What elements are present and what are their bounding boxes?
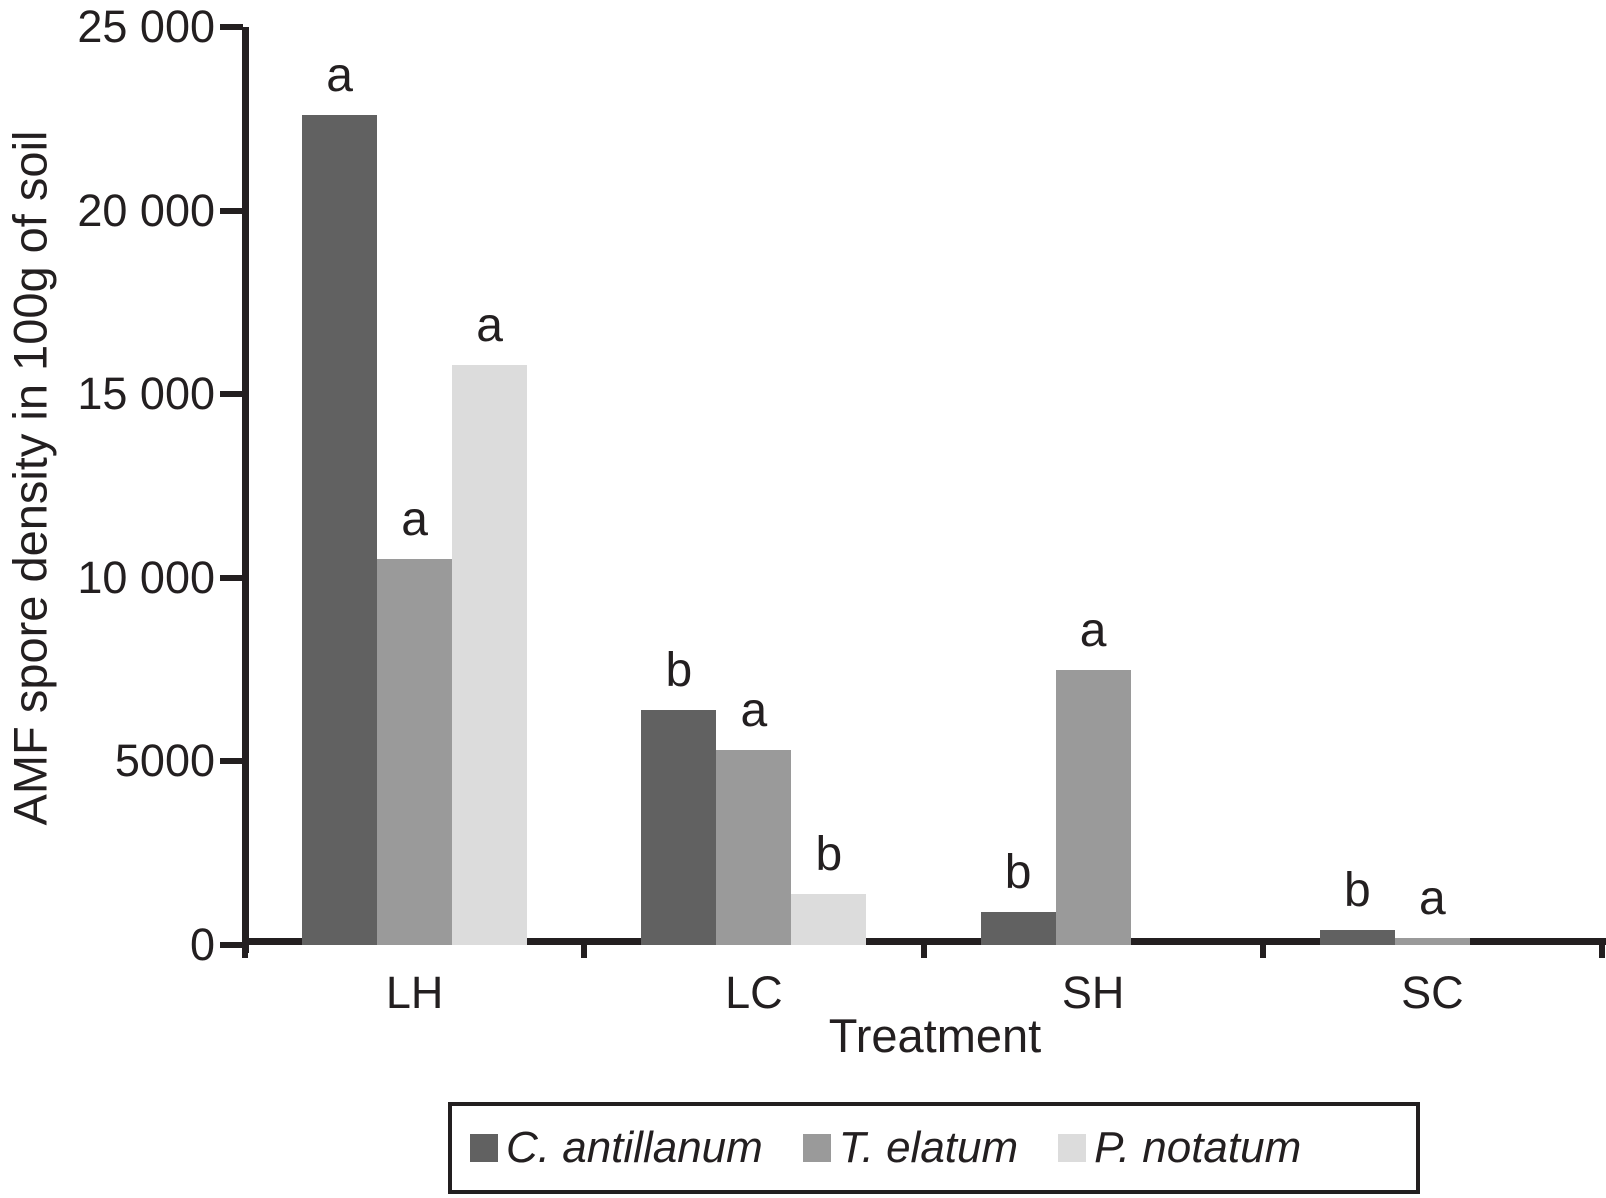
y-tick-mark: [220, 574, 243, 581]
legend-swatch-t-elatum: [802, 1134, 831, 1162]
y-tick-mark: [220, 942, 243, 948]
y-axis-line: [242, 27, 249, 953]
significance-letter: b: [1004, 845, 1032, 899]
y-tick-label: 25 000: [77, 1, 215, 52]
bar-t-elatum-sc: [1394, 937, 1470, 945]
significance-letter: a: [1079, 603, 1107, 657]
significance-letter: b: [665, 643, 693, 697]
y-tick-mark: [220, 391, 243, 398]
y-tick-label: 20 000: [77, 184, 215, 236]
y-tick-mark: [220, 758, 243, 765]
x-tick-mark: [242, 941, 248, 958]
legend-item-t-elatum: T. elatum: [802, 1123, 1019, 1173]
y-tick-label: 10 000: [77, 551, 215, 603]
legend-label-t-elatum: T. elatum: [838, 1123, 1019, 1172]
legend-item-c-antillanum: C. antillanum: [470, 1123, 763, 1173]
y-tick-label: 15 000: [77, 368, 215, 420]
x-tick-label-lc: LC: [725, 967, 783, 1018]
legend: C. antillanum T. elatum P. notatum: [448, 1102, 1420, 1194]
significance-letter: b: [815, 827, 843, 881]
x-tick-mark: [1599, 941, 1605, 958]
legend-swatch-c-antillanum: [470, 1134, 498, 1162]
legend-label-p-notatum: P. notatum: [1094, 1123, 1302, 1172]
y-tick-mark: [220, 24, 243, 30]
x-tick-mark: [920, 941, 927, 958]
y-tick-label: 5000: [114, 735, 215, 787]
significance-letter: a: [401, 493, 428, 547]
x-tick-label-sh: SH: [1061, 967, 1125, 1018]
y-tick-label: 0: [189, 919, 215, 970]
bar-c-antillanum-sh: [980, 911, 1056, 945]
significance-letter: a: [476, 298, 503, 352]
bar-p-notatum-lh: [452, 364, 528, 945]
bar-t-elatum-sh: [1055, 669, 1131, 945]
legend-item-p-notatum: P. notatum: [1058, 1123, 1301, 1173]
significance-letter: a: [326, 49, 353, 103]
significance-letter: a: [740, 684, 768, 738]
bar-c-antillanum-lc: [641, 709, 717, 945]
legend-label-c-antillanum: C. antillanum: [506, 1123, 763, 1172]
bar-p-notatum-lc: [791, 893, 867, 945]
bar-c-antillanum-sc: [1319, 930, 1395, 945]
x-tick-mark: [581, 941, 588, 958]
significance-letter: a: [1419, 871, 1446, 925]
x-axis-title: Treatment: [828, 1009, 1042, 1062]
bar-t-elatum-lc: [716, 750, 792, 945]
legend-swatch-p-notatum: [1058, 1134, 1087, 1162]
x-tick-label-lh: LH: [385, 967, 444, 1018]
bar-c-antillanum-lh: [302, 115, 378, 945]
x-tick-label-sc: SC: [1401, 967, 1464, 1018]
bar-t-elatum-lh: [377, 559, 453, 945]
significance-letter: b: [1344, 864, 1371, 918]
x-tick-mark: [1259, 941, 1266, 958]
y-tick-mark: [220, 207, 243, 214]
